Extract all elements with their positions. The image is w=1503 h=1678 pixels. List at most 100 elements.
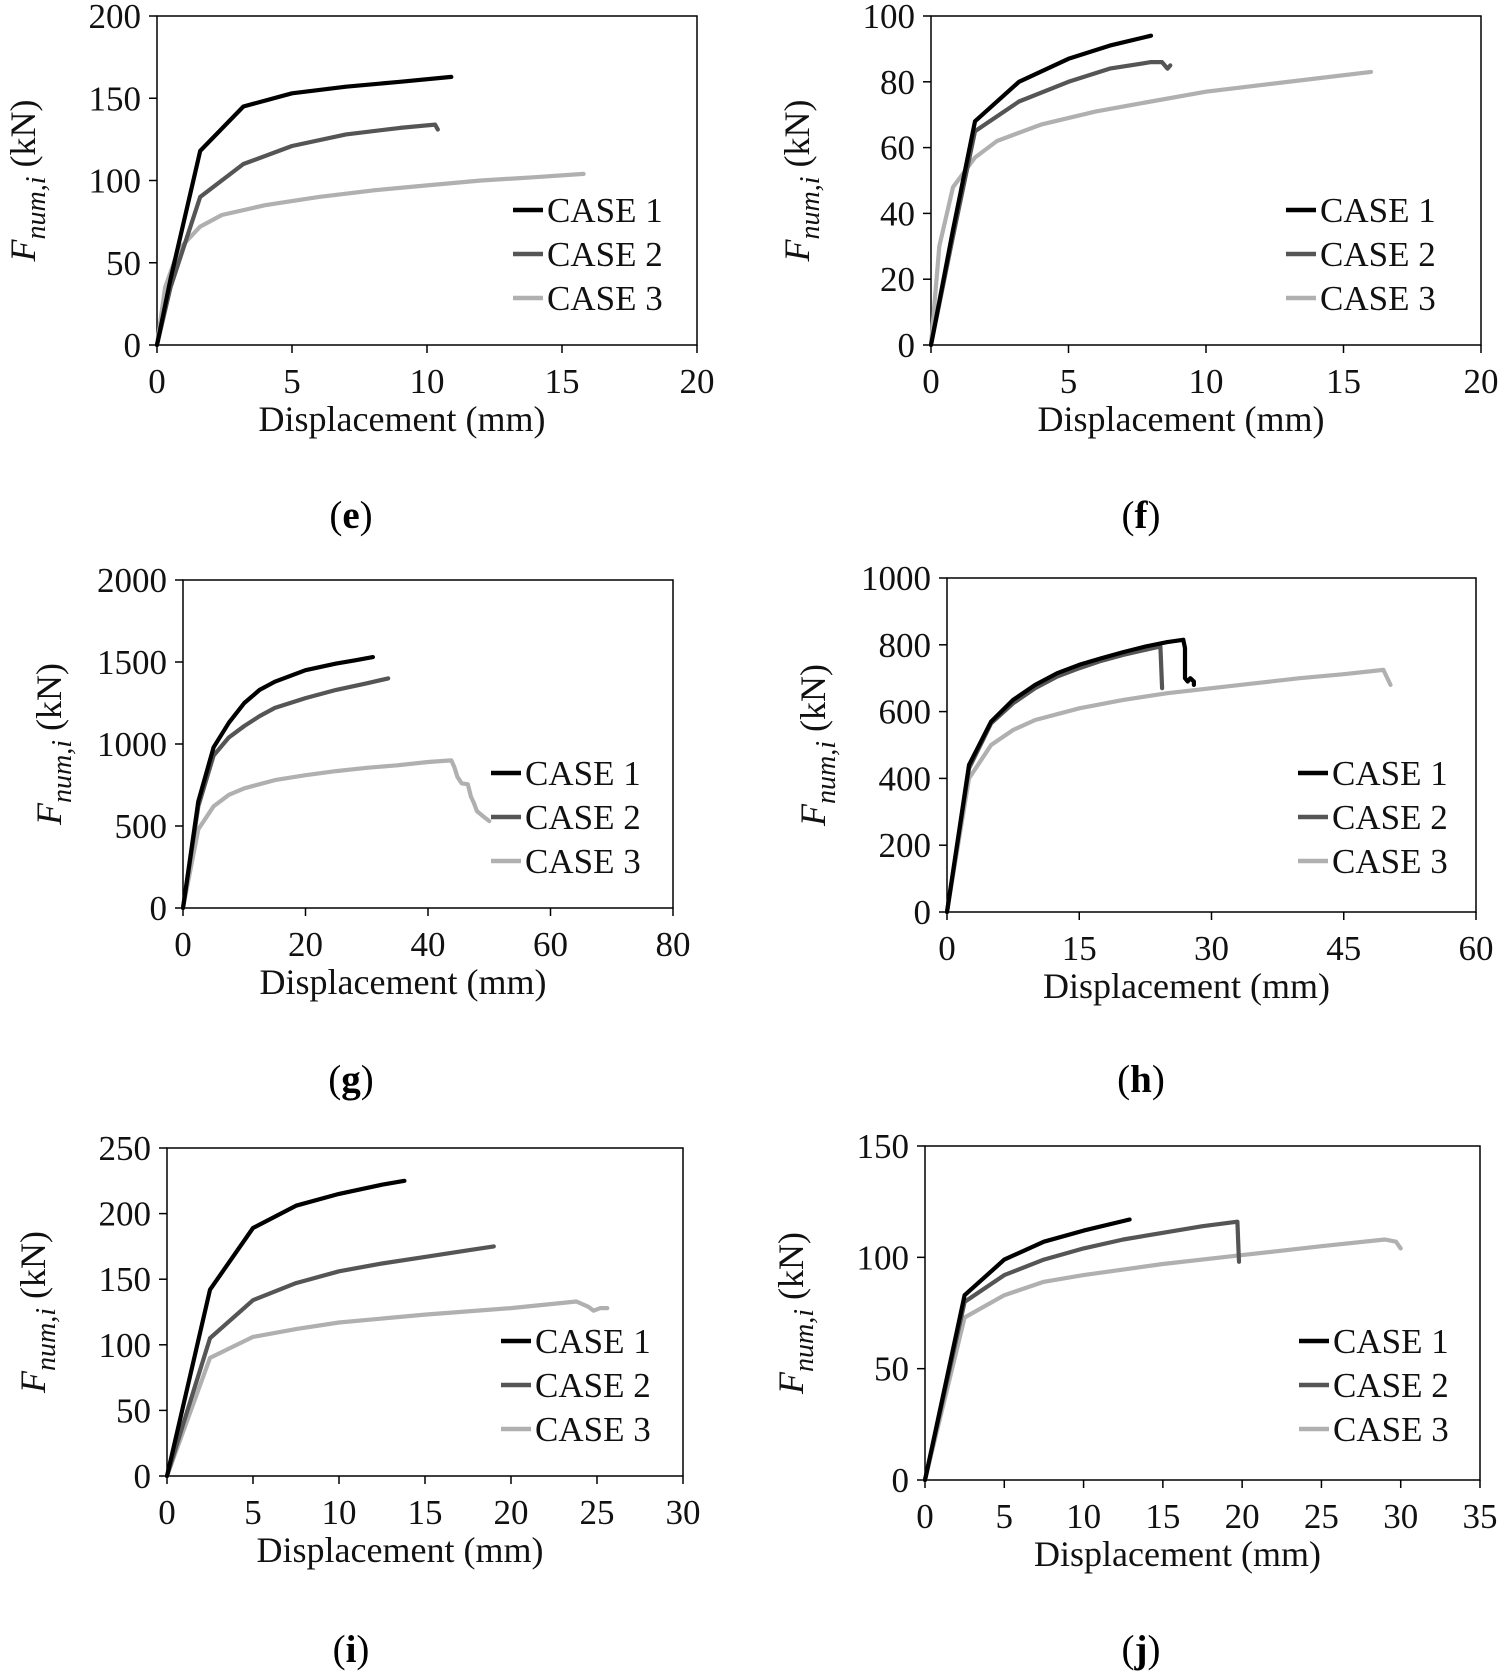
y-tick-label: 150 <box>89 79 142 118</box>
legend-entry: CASE 3 <box>1332 842 1448 881</box>
x-tick-label: 10 <box>410 362 445 401</box>
x-tick-label: 60 <box>533 925 568 964</box>
x-tick-label: 5 <box>244 1493 262 1532</box>
series-line-case-1 <box>180 654 375 911</box>
plot-frame <box>924 1145 1481 1481</box>
legend-entry: CASE 3 <box>547 279 663 318</box>
y-tick-label: 150 <box>857 1127 910 1166</box>
y-tick-label: 250 <box>99 1129 152 1168</box>
x-axis-label: Displacement (mm) <box>1043 966 1330 1006</box>
y-axis-label-subscript: num,i <box>47 740 78 803</box>
y-axis-label: Fnum,i (kN) <box>771 1232 820 1395</box>
panel-label: (h) <box>1117 1058 1165 1101</box>
y-axis-label-main: F <box>3 238 43 262</box>
y-axis-label-main: F <box>771 1371 811 1395</box>
panel-label: (i) <box>333 1628 370 1671</box>
series-line-case-1 <box>164 1178 407 1479</box>
y-tick-label: 200 <box>89 0 142 36</box>
y-tick-label: 2000 <box>97 561 167 600</box>
y-axis-label: Fnum,i (kN) <box>793 664 842 827</box>
x-axis-label: Displacement (mm) <box>260 962 547 1002</box>
series-line-case-2 <box>944 644 1165 915</box>
x-tick-label: 15 <box>408 1493 443 1532</box>
x-tick-label: 10 <box>1189 362 1224 401</box>
y-axis-label-subscript: num,i <box>811 741 842 804</box>
legend: CASE 1 CASE 2 CASE 3 <box>1286 191 1436 318</box>
x-tick-label: 20 <box>288 925 323 964</box>
series-line-case-3 <box>164 1299 610 1479</box>
y-tick-label: 200 <box>99 1195 152 1234</box>
y-tick-label: 600 <box>879 693 932 732</box>
panel-label: (f) <box>1122 494 1161 537</box>
legend: CASE 1 CASE 2 CASE 3 <box>491 754 641 881</box>
y-tick-label: 400 <box>879 759 932 798</box>
x-axis-label: Displacement (mm) <box>259 399 546 439</box>
y-tick-label: 0 <box>898 326 916 365</box>
legend-entry: CASE 1 <box>547 191 663 230</box>
x-axis-label: Displacement (mm) <box>257 1530 544 1570</box>
legend-entry: CASE 1 <box>1332 754 1448 793</box>
series-line-case-1 <box>944 637 1197 915</box>
series-line-case-2 <box>922 1219 1242 1483</box>
x-tick-label: 80 <box>656 925 691 964</box>
y-axis-label-main: F <box>777 238 817 262</box>
y-tick-label: 150 <box>99 1260 152 1299</box>
legend-entry: CASE 2 <box>535 1366 651 1405</box>
x-tick-label: 0 <box>148 362 166 401</box>
y-tick-label: 100 <box>863 0 916 36</box>
series-line-case-2 <box>164 1244 496 1479</box>
legend: CASE 1 CASE 2 CASE 3 <box>1298 754 1448 881</box>
x-tick-label: 10 <box>322 1493 357 1532</box>
y-tick-label: 0 <box>150 889 168 928</box>
chart-f: 0 5 10 15 20 0 20 40 60 80 100 Displacement (mm) Fnu… <box>777 0 1499 537</box>
y-tick-label: 0 <box>134 1457 152 1496</box>
y-axis-label: Fnum,i (kN) <box>29 663 78 826</box>
x-tick-label: 5 <box>283 362 301 401</box>
x-tick-label: 0 <box>158 1493 176 1532</box>
y-axis-label-subscript: num,i <box>21 176 52 239</box>
x-tick-label: 35 <box>1463 1497 1498 1536</box>
x-tick-label: 0 <box>922 362 940 401</box>
y-axis-label-main: F <box>793 803 833 827</box>
x-tick-label: 25 <box>1304 1497 1339 1536</box>
legend-entry: CASE 3 <box>535 1410 651 1449</box>
y-tick-label: 100 <box>99 1326 152 1365</box>
legend-entry: CASE 2 <box>547 235 663 274</box>
x-tick-label: 15 <box>1326 362 1361 401</box>
x-tick-label: 30 <box>1194 929 1229 968</box>
y-tick-label: 0 <box>124 326 142 365</box>
series-line-case-3 <box>928 69 1374 348</box>
y-tick-label: 50 <box>106 244 141 283</box>
y-axis-label-subscript: num,i <box>789 1309 820 1372</box>
y-tick-label: 100 <box>89 162 142 201</box>
legend-entry: CASE 1 <box>1333 1322 1449 1361</box>
series-line-case-2 <box>154 122 440 348</box>
x-tick-label: 0 <box>938 929 956 968</box>
y-tick-label: 0 <box>892 1461 910 1500</box>
legend-entry: CASE 1 <box>1320 191 1436 230</box>
series-line-case-3 <box>944 667 1393 915</box>
x-tick-label: 25 <box>580 1493 615 1532</box>
x-tick-label: 0 <box>916 1497 934 1536</box>
x-tick-label: 15 <box>1145 1497 1180 1536</box>
x-tick-label: 20 <box>1225 1497 1260 1536</box>
series-line-case-3 <box>922 1237 1403 1483</box>
y-axis-label-unit: (kN) <box>793 664 833 741</box>
y-tick-label: 1000 <box>861 559 931 598</box>
y-tick-label: 40 <box>880 194 915 233</box>
chart-j: 0 5 10 15 20 25 30 35 0 50 100 150 Displacement (mm)… <box>771 1127 1498 1671</box>
y-tick-label: 60 <box>880 129 915 168</box>
y-tick-label: 80 <box>880 63 915 102</box>
panel-label: (j) <box>1122 1628 1161 1671</box>
x-tick-label: 20 <box>1464 362 1499 401</box>
y-tick-label: 200 <box>879 826 932 865</box>
legend-entry: CASE 3 <box>1320 279 1436 318</box>
y-axis-label-unit: (kN) <box>771 1232 811 1309</box>
y-tick-label: 50 <box>874 1350 909 1389</box>
x-axis-label: Displacement (mm) <box>1038 399 1325 439</box>
x-tick-label: 45 <box>1326 929 1361 968</box>
y-tick-label: 1500 <box>97 643 167 682</box>
series-line-case-3 <box>180 758 492 911</box>
